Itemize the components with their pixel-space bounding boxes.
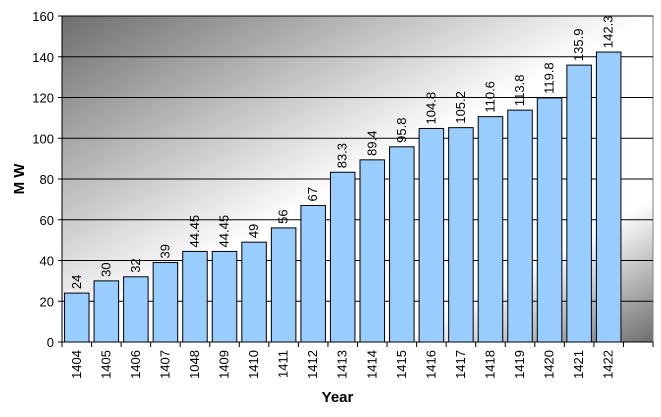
data-label: 44.45 [187,215,202,248]
data-label: 119.8 [542,62,557,94]
bars-group [64,51,622,343]
bar-1417 [448,127,474,343]
bar-1419 [507,109,533,343]
x-tick-label: 1404 [69,350,84,379]
data-label: 142.3 [601,16,616,49]
x-tick-label: 1418 [482,350,497,379]
data-label: 44.45 [217,215,232,248]
y-axis: 0 20 40 60 80 100 120 140 160 [32,9,63,350]
x-axis-title: Year [322,389,354,406]
x-axis: 1404 1405 1406 1407 1048 1409 1410 1411 1412 1413… [61,341,654,379]
bar-1048 [182,250,208,343]
x-tick-label: 1409 [217,350,232,379]
x-tick-label: 1413 [335,350,350,379]
data-label: 95.8 [394,117,409,142]
data-label: 24 [69,275,84,289]
x-tick-label: 1406 [128,350,143,379]
y-tick-label: 20 [40,294,54,309]
bar-1420 [536,97,563,343]
y-tick-label: 0 [47,335,54,350]
y-tick-label: 140 [32,50,54,65]
bar-1404 [64,292,90,343]
bar-1413 [329,171,356,343]
bar-1411 [270,227,297,343]
x-tick-label: 1420 [542,350,557,379]
x-tick-label: 1421 [571,350,586,379]
bar-1422 [595,51,622,343]
x-tick-label: 1407 [157,350,172,379]
data-label: 32 [128,258,143,272]
y-axis-title: M W [11,163,28,195]
x-tick-label: 1416 [423,350,438,379]
y-tick-label: 60 [40,213,54,228]
data-label: 105.2 [453,91,468,124]
bar-1407 [152,262,179,343]
data-label: 30 [98,262,113,276]
x-tick-label: 1411 [276,350,291,378]
bar-1412 [300,204,326,343]
x-tick-label: 1419 [512,350,527,379]
x-tick-label: 1412 [305,350,320,379]
data-label: 104.8 [423,92,438,125]
y-tick-label: 100 [32,131,54,146]
x-tick-label: 1414 [364,350,379,379]
data-label: 67 [305,187,320,201]
bar-1406 [123,276,149,343]
bar-1405 [93,280,120,343]
x-tick-label: 1417 [453,350,468,379]
bar-1415 [389,146,415,343]
y-tick-label: 40 [40,254,54,269]
bar-1410 [241,241,267,343]
data-label: 49 [246,224,261,238]
x-tick-label: 1415 [394,350,409,379]
x-tick-label: 1405 [98,350,113,379]
bar-1421 [566,64,592,343]
y-tick-label: 120 [32,91,54,106]
x-tick-label: 1048 [187,350,202,379]
data-label: 113.8 [512,75,527,107]
x-tick-label: 1422 [601,350,616,379]
data-label: 89.4 [364,131,379,156]
x-tick-label: 1410 [246,350,261,379]
data-label: 135.9 [571,29,586,62]
bar-1409 [211,250,238,343]
data-labels-group: 24 30 32 39 44.45 44.45 49 56 67 83.3 89.4 95.8 104.… [69,16,616,290]
data-label: 83.3 [335,143,350,168]
data-label: 56 [276,209,291,223]
y-tick-label: 80 [40,172,54,187]
bar-1418 [477,116,504,343]
data-label: 110.6 [482,81,497,113]
bar-1416 [418,127,445,343]
bar-1414 [359,159,386,343]
y-tick-label: 160 [32,9,54,24]
data-label: 39 [157,244,172,258]
